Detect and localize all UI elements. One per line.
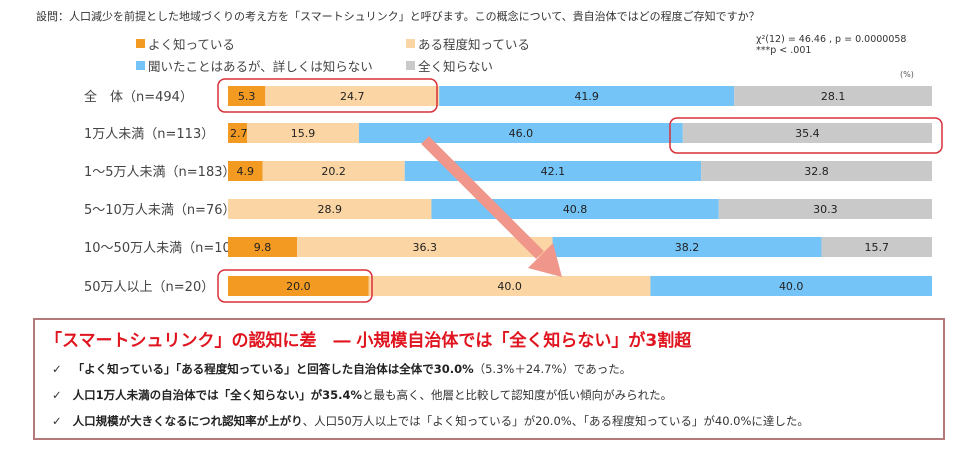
legend-label: ある程度知っている	[418, 37, 530, 52]
data-label: 36.3	[413, 241, 438, 254]
data-label: 15.7	[864, 241, 889, 254]
data-label: 2.7	[230, 127, 248, 140]
legend-label: 聞いたことはあるが、詳しくは知らない	[148, 59, 373, 74]
bar-segment	[265, 86, 440, 106]
arrow-head	[528, 243, 562, 277]
point-bold: 人口規模が大きくなるにつれ認知率が上がり	[72, 414, 303, 428]
category-label: 1～5万人未満（n=183）	[84, 165, 236, 180]
data-label: 24.7	[340, 90, 365, 103]
point-rest: 、人口50万人以上では「よく知っている」が20.0%、「ある程度知っている」が4…	[302, 414, 809, 428]
point-rest: （5.3%＋24.7%）であった。	[473, 362, 632, 376]
bar-segment	[228, 237, 297, 257]
data-label: 4.9	[236, 165, 254, 178]
bar-segment	[228, 161, 263, 181]
data-label: 20.0	[286, 280, 311, 293]
data-label: 20.2	[321, 165, 346, 178]
data-label: 42.1	[541, 165, 566, 178]
bar-segment	[358, 123, 683, 143]
category-label: 10～50万人未満（n=102）	[84, 241, 252, 256]
data-label: 15.9	[291, 127, 316, 140]
bar-segment	[439, 86, 735, 106]
data-label: 40.0	[497, 280, 522, 293]
bar-segment	[228, 123, 248, 143]
bar-segment	[821, 237, 932, 257]
legend-item: ある程度知っている	[406, 34, 530, 53]
highlight-box	[669, 117, 943, 154]
legend-label: 全く知らない	[418, 59, 494, 74]
check-icon: ✓	[52, 362, 62, 376]
highlight-box	[217, 78, 438, 113]
data-label: 38.2	[675, 241, 700, 254]
trend-arrow	[421, 136, 544, 259]
bar-segment	[296, 237, 553, 257]
statistics: χ²(12) = 46.46 , p = 0.0000058 ***p < .0…	[756, 34, 906, 56]
bar-segment	[650, 276, 932, 296]
bar-segment	[247, 123, 359, 143]
data-label: 30.3	[813, 203, 838, 216]
legend-swatch	[406, 61, 415, 70]
legend-item: 全く知らない	[406, 56, 493, 75]
data-label: 40.0	[779, 280, 804, 293]
category-label: 1万人未満（n=113）	[84, 127, 214, 142]
category-label: 全 体（n=494）	[84, 89, 193, 105]
data-label: 32.8	[804, 165, 829, 178]
bar-segment	[552, 237, 822, 257]
legend-swatch	[136, 39, 145, 48]
bar-segment	[228, 276, 369, 296]
point-bold: 人口1万人未満の自治体では「全く知らない」が35.4%	[72, 388, 363, 402]
data-label: 46.0	[509, 127, 534, 140]
unit-label: (%)	[900, 70, 914, 79]
check-icon: ✓	[52, 414, 62, 428]
bar-segment	[262, 161, 405, 181]
legend-label: よく知っている	[148, 37, 235, 52]
data-label: 41.9	[574, 90, 599, 103]
highlight-box	[217, 269, 373, 303]
point-bold: 「よく知っている」「ある程度知っている」と回答した自治体は全体で30.0%	[72, 362, 474, 376]
legend-swatch	[406, 39, 415, 48]
category-label: 50万人以上（n=20）	[84, 280, 214, 295]
summary-point: ✓ 人口規模が大きくなるにつれ認知率が上がり、人口50万人以上では「よく知ってい…	[52, 413, 809, 429]
bar-segment	[718, 199, 932, 219]
summary-headline: 「スマートシュリンク」の認知に差 ― 小規模自治体では「全く知らない」が3割超	[45, 331, 692, 351]
bar-segment	[701, 161, 932, 181]
stacked-bar-chart: 全 体（n=494） 5.3 24.7 41.9 28.1 1万人未満（n=113） 2.7…	[84, 78, 943, 303]
bar-segment	[404, 161, 702, 181]
data-label: 5.3	[238, 90, 256, 103]
legend-item: よく知っている	[136, 34, 235, 53]
bar-segment	[228, 199, 432, 219]
data-label: 35.4	[795, 127, 820, 140]
chi-square: χ²(12) = 46.46 , p = 0.0000058	[756, 34, 907, 45]
category-label: 5～10万人未満（n=76）	[84, 203, 236, 218]
bar-segment	[682, 123, 932, 143]
bar-segment	[368, 276, 651, 296]
summary-point: ✓ 人口1万人未満の自治体では「全く知らない」が35.4%と最も高く、他層と比較…	[52, 387, 672, 403]
point-rest: と最も高く、他層と比較して認知度が低い傾向がみられた。	[362, 388, 673, 402]
legend-item: 聞いたことはあるが、詳しくは知らない	[136, 56, 373, 75]
significance: ***p < .001	[756, 45, 812, 56]
legend-swatch	[136, 61, 145, 70]
summary-point: ✓ 「よく知っている」「ある程度知っている」と回答した自治体は全体で30.0%（…	[52, 361, 631, 377]
data-label: 28.9	[317, 203, 342, 216]
bar-segment	[734, 86, 932, 106]
summary-box	[33, 318, 945, 440]
question-text: 設問：人口減少を前提とした地域づくりの考え方を「スマートシュリンク」と呼びます。…	[36, 10, 760, 23]
data-label: 9.8	[254, 241, 272, 254]
data-label: 28.1	[821, 90, 846, 103]
bar-segment	[228, 86, 266, 106]
data-label: 40.8	[563, 203, 588, 216]
check-icon: ✓	[52, 388, 62, 402]
